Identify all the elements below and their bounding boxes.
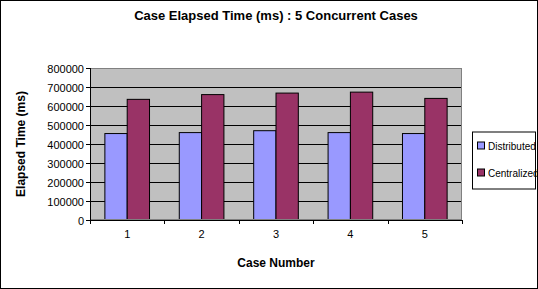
- legend-label: Distributed: [488, 141, 536, 152]
- bar: [328, 133, 350, 220]
- bar: [202, 95, 224, 220]
- y-tick-label: 600000: [47, 101, 84, 113]
- x-tick: [388, 220, 389, 224]
- x-axis-line: [90, 220, 462, 221]
- bar: [276, 93, 298, 220]
- x-tick: [239, 220, 240, 224]
- y-axis-line: [90, 68, 91, 220]
- y-tick: [86, 125, 90, 126]
- x-tick-label: 3: [273, 228, 279, 240]
- legend-box: [473, 132, 536, 189]
- bar: [254, 131, 276, 220]
- legend-swatch: [478, 169, 485, 176]
- y-tick: [86, 201, 90, 202]
- y-tick: [86, 182, 90, 183]
- chart-svg: 0 100000 200000 300000 400000 500000 600000 700…: [0, 0, 538, 289]
- y-tick-label: 500000: [47, 120, 84, 132]
- y-tick: [86, 87, 90, 88]
- bar: [105, 134, 127, 220]
- y-tick-label: 200000: [47, 177, 84, 189]
- y-tick-label: 0: [78, 215, 84, 227]
- y-tick: [86, 68, 90, 69]
- x-tick: [313, 220, 314, 224]
- grid-line: [90, 87, 462, 88]
- x-tick: [462, 220, 463, 224]
- y-tick-label: 800000: [47, 63, 84, 75]
- x-tick: [164, 220, 165, 224]
- x-tick-label: 4: [347, 228, 353, 240]
- y-tick: [86, 106, 90, 107]
- x-tick-label: 5: [422, 228, 428, 240]
- y-tick-label: 700000: [47, 82, 84, 94]
- bar: [402, 134, 424, 220]
- legend-swatch: [478, 142, 485, 149]
- chart-container: 0 100000 200000 300000 400000 500000 600000 700…: [0, 0, 538, 289]
- chart-border: [1, 1, 538, 289]
- legend-label: Centralized: [488, 168, 538, 179]
- bar: [127, 99, 149, 220]
- grid-line: [90, 220, 462, 221]
- bar: [179, 133, 201, 220]
- y-tick-label: 300000: [47, 158, 84, 170]
- bar: [425, 98, 447, 220]
- x-tick: [90, 220, 91, 224]
- y-axis-label: Elapsed Time (ms): [14, 91, 28, 197]
- x-axis-label: Case Number: [237, 256, 315, 270]
- y-tick: [86, 220, 90, 221]
- plot-area: [90, 68, 462, 220]
- y-tick-label: 400000: [47, 139, 84, 151]
- y-tick-label: 100000: [47, 196, 84, 208]
- bar: [350, 92, 372, 220]
- plot-border: [91, 69, 462, 220]
- y-tick: [86, 144, 90, 145]
- x-tick-label: 2: [199, 228, 205, 240]
- bars-group: [105, 92, 447, 220]
- chart-title: Case Elapsed Time (ms) : 5 Concurrent Ca…: [134, 8, 418, 23]
- x-tick-label: 1: [124, 228, 130, 240]
- y-tick: [86, 163, 90, 164]
